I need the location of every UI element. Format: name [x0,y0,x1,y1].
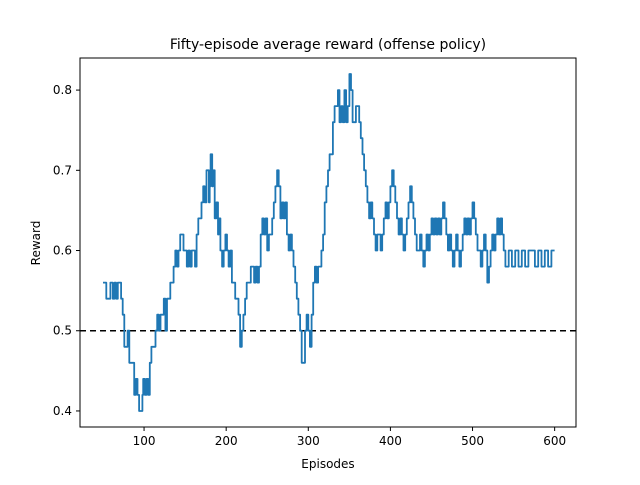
x-tick-label: 100 [133,434,156,448]
y-axis-ticks: 0.4 0.5 0.6 0.7 0.8 [53,83,80,418]
y-tick-label: 0.7 [53,163,72,177]
y-tick-label: 0.6 [53,244,72,258]
chart-title: Fifty-episode average reward (offense po… [170,37,486,53]
x-tick-label: 300 [297,434,320,448]
y-tick-label: 0.8 [53,83,72,97]
x-tick-label: 200 [215,434,238,448]
x-tick-label: 400 [379,434,402,448]
x-axis-label: Episodes [301,457,354,471]
x-tick-label: 600 [543,434,566,448]
x-tick-label: 500 [461,434,484,448]
y-axis-label: Reward [29,221,43,266]
x-axis-ticks: 100 200 300 400 500 600 [133,427,566,448]
plot-area-frame [79,57,577,428]
y-tick-label: 0.4 [53,404,72,418]
series-line-reward [103,73,555,412]
y-tick-label: 0.5 [53,324,72,338]
